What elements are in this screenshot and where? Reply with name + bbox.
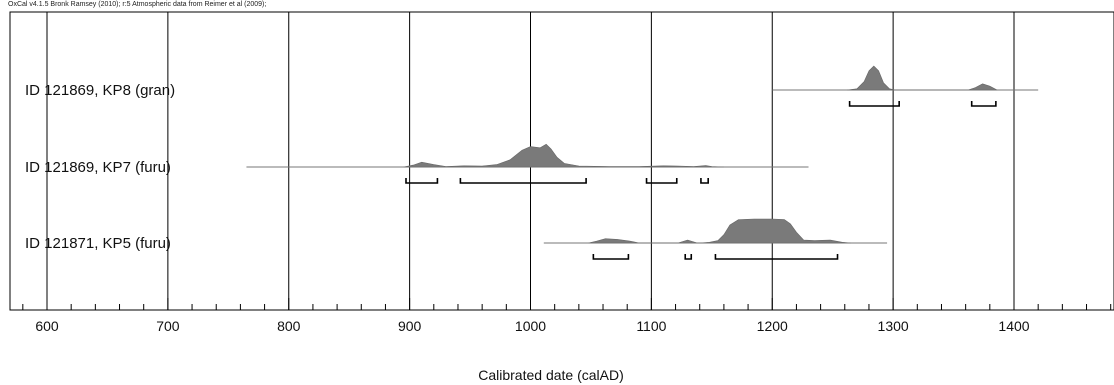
tick-label: 1200: [757, 318, 788, 334]
hpd-range-bracket: [848, 101, 900, 107]
row-label: ID 121871, KP5 (furu): [25, 235, 171, 252]
tick-label: 1300: [878, 318, 909, 334]
row-label: ID 121869, KP8 (gran): [25, 82, 175, 99]
grid-lines: [46, 12, 1015, 310]
row-label: ID 121869, KP7 (furu): [25, 159, 171, 176]
distribution-row: ID 121871, KP5 (furu): [25, 218, 888, 260]
hpd-range-bracket: [592, 254, 630, 260]
x-axis-title: Calibrated date (calAD): [478, 367, 624, 383]
tick-label: 1000: [515, 318, 546, 334]
hpd-range-bracket: [684, 254, 693, 260]
hpd-range-bracket: [700, 178, 709, 184]
hpd-range-bracket: [970, 101, 997, 107]
probability-density: [847, 65, 998, 91]
tick-label: 700: [156, 318, 180, 334]
credit-text: OxCal v4.1.5 Bronk Ramsey (2010); r:5 At…: [8, 1, 267, 8]
tick-label: 1100: [636, 318, 666, 334]
x-axis: 600 700 800 900 1000 1100 1200 1300 1400: [22, 298, 1112, 334]
distributions: ID 121869, KP8 (gran) ID 121869, KP7 (fur…: [25, 65, 1039, 260]
hpd-range-bracket: [459, 178, 587, 184]
hpd-range-bracket: [645, 178, 678, 184]
tick-label: 800: [277, 318, 301, 334]
tick-label: 1400: [998, 318, 1029, 334]
hpd-range-bracket: [405, 178, 439, 184]
probability-density: [588, 218, 851, 244]
distribution-row: ID 121869, KP7 (furu): [25, 143, 809, 184]
tick-label: 600: [35, 318, 59, 334]
tick-label: 900: [398, 318, 422, 334]
hpd-range-bracket: [714, 254, 839, 260]
distribution-row: ID 121869, KP8 (gran): [25, 65, 1039, 107]
probability-density: [403, 143, 724, 168]
plot-frame: [9, 11, 1114, 311]
